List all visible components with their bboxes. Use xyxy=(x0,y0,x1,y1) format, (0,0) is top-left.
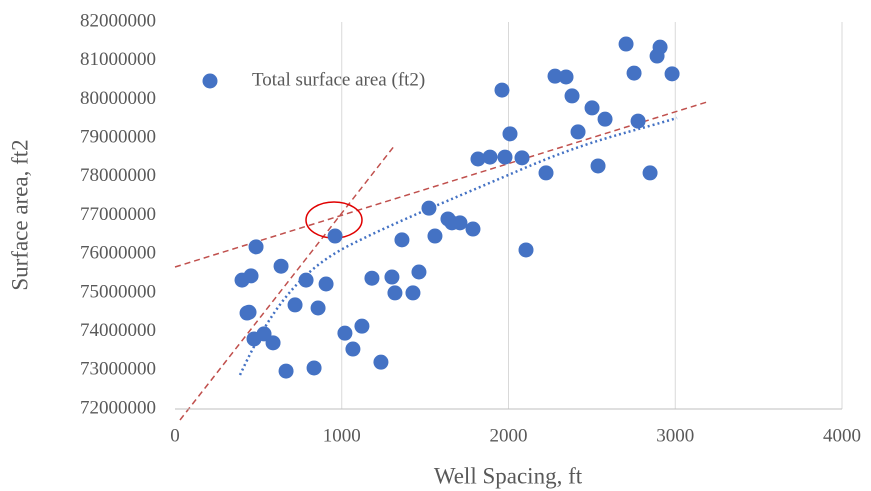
x-tick-label: 4000 xyxy=(823,425,861,446)
x-tick-label: 0 xyxy=(170,425,180,446)
legend-marker xyxy=(202,73,218,89)
point xyxy=(597,111,613,127)
y-tick-label: 74000000 xyxy=(80,320,156,341)
y-tick-label: 79000000 xyxy=(80,126,156,147)
y-tick-label: 81000000 xyxy=(80,49,156,70)
point xyxy=(470,151,486,167)
trend-line xyxy=(174,101,708,268)
point xyxy=(265,335,281,351)
point xyxy=(502,126,518,142)
y-tick-label: 78000000 xyxy=(80,165,156,186)
point xyxy=(564,88,580,104)
point xyxy=(354,318,370,334)
point xyxy=(337,325,353,341)
point xyxy=(411,264,427,280)
point xyxy=(243,268,259,284)
point xyxy=(427,228,443,244)
x-tick-label: 2000 xyxy=(490,425,528,446)
point xyxy=(384,269,400,285)
point xyxy=(497,149,513,165)
point xyxy=(618,36,634,52)
point xyxy=(248,239,264,255)
point xyxy=(547,68,563,84)
point xyxy=(518,242,534,258)
trend-lines xyxy=(174,101,708,421)
point xyxy=(298,272,314,288)
point xyxy=(394,232,410,248)
point xyxy=(405,285,421,301)
point xyxy=(318,276,334,292)
y-axis-title: Surface area, ft2 xyxy=(7,139,32,290)
point xyxy=(421,200,437,216)
y-tick-label: 82000000 xyxy=(80,10,156,31)
y-tick-label: 76000000 xyxy=(80,243,156,264)
point xyxy=(514,150,530,166)
point xyxy=(452,215,468,231)
point xyxy=(482,149,498,165)
point xyxy=(278,363,294,379)
y-tick-label: 75000000 xyxy=(80,281,156,302)
point xyxy=(306,360,322,376)
point xyxy=(241,304,257,320)
point xyxy=(373,354,389,370)
point xyxy=(584,100,600,116)
point xyxy=(364,270,380,286)
point xyxy=(558,69,574,85)
trend-curve xyxy=(238,116,678,376)
point xyxy=(387,285,403,301)
point xyxy=(642,165,658,181)
trend-line xyxy=(179,144,396,421)
x-tick-label: 1000 xyxy=(323,425,361,446)
point xyxy=(327,228,343,244)
y-tick-label: 73000000 xyxy=(80,359,156,380)
point xyxy=(287,297,303,313)
point xyxy=(626,65,642,81)
y-tick-label: 77000000 xyxy=(80,204,156,225)
point xyxy=(570,124,586,140)
legend-label: Total surface area (ft2) xyxy=(252,69,425,90)
point xyxy=(310,300,326,316)
y-tick-label: 80000000 xyxy=(80,88,156,109)
point xyxy=(494,82,510,98)
point xyxy=(652,39,668,55)
y-tick-label: 72000000 xyxy=(80,397,156,418)
point xyxy=(345,341,361,357)
point xyxy=(664,66,680,82)
x-tick-label: 3000 xyxy=(656,425,694,446)
point xyxy=(630,113,646,129)
x-axis-title: Well Spacing, ft xyxy=(434,463,583,488)
point xyxy=(273,258,289,274)
point xyxy=(465,221,481,237)
point xyxy=(590,158,606,174)
point xyxy=(538,165,554,181)
